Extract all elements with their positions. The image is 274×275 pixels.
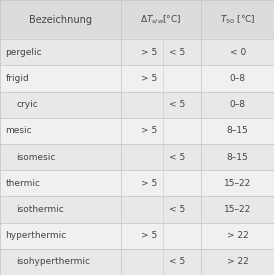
Text: isohyperthermic: isohyperthermic <box>16 257 90 266</box>
Text: hyperthermic: hyperthermic <box>5 231 67 240</box>
Text: > 5: > 5 <box>141 74 158 83</box>
Text: 8–15: 8–15 <box>227 126 249 136</box>
Text: < 0: < 0 <box>230 48 246 57</box>
Text: 15–22: 15–22 <box>224 205 251 214</box>
Bar <box>0 0 274 39</box>
Text: > 5: > 5 <box>141 231 158 240</box>
Bar <box>0 92 274 118</box>
Text: < 5: < 5 <box>169 48 185 57</box>
Bar <box>0 39 274 65</box>
Text: thermic: thermic <box>5 179 41 188</box>
Bar <box>0 65 274 92</box>
Text: $\Delta T_{s/w}$[°C]: $\Delta T_{s/w}$[°C] <box>140 13 182 26</box>
Bar <box>0 144 274 170</box>
Text: pergelic: pergelic <box>5 48 42 57</box>
Text: < 5: < 5 <box>169 100 185 109</box>
Text: Bezeichnung: Bezeichnung <box>29 15 92 25</box>
Text: frigid: frigid <box>5 74 29 83</box>
Text: isothermic: isothermic <box>16 205 64 214</box>
Text: < 5: < 5 <box>169 257 185 266</box>
Text: > 5: > 5 <box>141 126 158 136</box>
Text: < 5: < 5 <box>169 205 185 214</box>
Text: > 5: > 5 <box>141 179 158 188</box>
Bar <box>0 223 274 249</box>
Text: mesic: mesic <box>5 126 32 136</box>
Bar <box>0 170 274 196</box>
Text: 0–8: 0–8 <box>230 100 246 109</box>
Text: $T_{50}$ [°C]: $T_{50}$ [°C] <box>220 13 256 26</box>
Text: 15–22: 15–22 <box>224 179 251 188</box>
Text: < 5: < 5 <box>169 153 185 162</box>
Bar <box>0 249 274 275</box>
Text: 0–8: 0–8 <box>230 74 246 83</box>
Text: > 22: > 22 <box>227 231 249 240</box>
Text: isomesic: isomesic <box>16 153 56 162</box>
Text: cryic: cryic <box>16 100 38 109</box>
Text: 8–15: 8–15 <box>227 153 249 162</box>
Bar <box>0 118 274 144</box>
Text: > 22: > 22 <box>227 257 249 266</box>
Text: > 5: > 5 <box>141 48 158 57</box>
Bar <box>0 196 274 223</box>
